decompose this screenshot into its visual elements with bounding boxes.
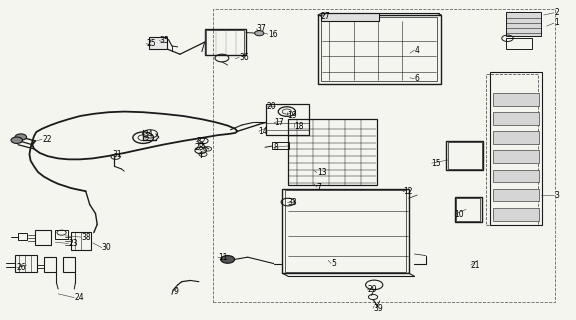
Text: 36: 36: [239, 53, 249, 62]
Bar: [18, 233, 26, 240]
Text: 14: 14: [259, 127, 268, 136]
Text: 16: 16: [268, 30, 278, 39]
Text: 22: 22: [42, 135, 52, 144]
Bar: [321, 17, 437, 81]
Bar: [506, 38, 532, 49]
Text: 39: 39: [373, 304, 383, 313]
Text: 11: 11: [218, 253, 228, 262]
Bar: [204, 29, 246, 55]
Bar: [486, 74, 538, 225]
Bar: [213, 9, 555, 302]
Bar: [492, 208, 539, 220]
Bar: [282, 189, 408, 273]
Text: 1: 1: [554, 19, 559, 28]
Text: 30: 30: [102, 243, 112, 252]
Bar: [272, 142, 289, 149]
Text: 21: 21: [471, 261, 480, 270]
Text: 9: 9: [173, 287, 178, 296]
Text: 15: 15: [431, 159, 441, 168]
Text: 17: 17: [274, 118, 284, 127]
Bar: [456, 197, 480, 221]
Bar: [492, 93, 539, 106]
Bar: [266, 104, 309, 134]
Bar: [71, 232, 91, 250]
Text: 2: 2: [554, 8, 559, 17]
Text: 34: 34: [143, 130, 153, 139]
Text: 32: 32: [196, 137, 206, 146]
Bar: [446, 141, 483, 170]
Text: 25: 25: [146, 39, 156, 48]
Text: 18: 18: [294, 122, 303, 131]
Text: 23: 23: [69, 239, 78, 248]
Bar: [149, 37, 168, 49]
Bar: [285, 190, 407, 272]
Bar: [506, 12, 541, 36]
Text: 28: 28: [195, 143, 204, 152]
Bar: [448, 142, 482, 169]
Text: 19: 19: [287, 111, 297, 120]
Text: 37: 37: [256, 24, 266, 33]
Bar: [490, 72, 542, 225]
Bar: [321, 13, 379, 21]
Circle shape: [221, 256, 234, 263]
Bar: [35, 230, 51, 245]
Text: 29: 29: [367, 285, 377, 294]
Text: 3: 3: [554, 190, 559, 200]
Bar: [492, 150, 539, 163]
Circle shape: [255, 31, 264, 36]
Bar: [44, 257, 56, 272]
Bar: [492, 170, 539, 182]
Text: 26: 26: [17, 263, 26, 272]
Text: 33: 33: [287, 197, 297, 206]
Bar: [55, 230, 68, 239]
Text: 27: 27: [320, 12, 330, 21]
Text: 4: 4: [414, 45, 419, 55]
Text: 7: 7: [317, 183, 321, 192]
Bar: [318, 15, 441, 84]
Text: 13: 13: [317, 168, 327, 177]
Text: 24: 24: [74, 293, 84, 302]
Text: 10: 10: [454, 210, 464, 219]
Text: 12: 12: [403, 188, 412, 196]
Bar: [492, 112, 539, 125]
Circle shape: [11, 137, 22, 143]
Bar: [63, 257, 75, 272]
Bar: [454, 197, 482, 222]
Circle shape: [15, 134, 26, 140]
Bar: [288, 119, 377, 186]
Bar: [492, 189, 539, 201]
Text: 31: 31: [113, 150, 122, 159]
Text: 6: 6: [414, 74, 419, 83]
Bar: [15, 255, 37, 272]
Text: 38: 38: [81, 233, 91, 242]
Text: 8: 8: [274, 143, 278, 152]
Text: 35: 35: [160, 36, 169, 45]
Bar: [492, 131, 539, 144]
Bar: [206, 30, 244, 54]
Text: 5: 5: [331, 259, 336, 268]
Text: 20: 20: [267, 102, 276, 111]
